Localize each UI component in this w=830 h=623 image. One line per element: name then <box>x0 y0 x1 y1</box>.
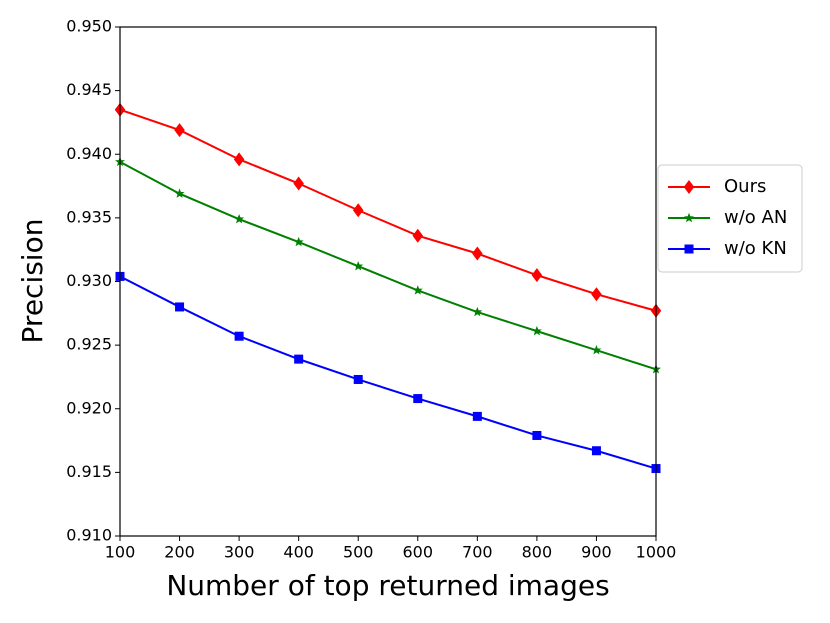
y-tick-label: 0.930 <box>66 271 112 290</box>
x-tick-label: 500 <box>343 543 374 562</box>
x-tick-label: 400 <box>283 543 314 562</box>
x-tick-label: 600 <box>403 543 434 562</box>
x-tick-label: 700 <box>462 543 493 562</box>
legend-marker <box>683 180 695 194</box>
y-axis-label: Precision <box>16 219 49 344</box>
series-line <box>119 275 657 470</box>
legend-label: w/o KN <box>724 238 787 259</box>
marker <box>532 430 542 440</box>
x-axis-label: Number of top returned images <box>166 569 609 602</box>
marker <box>174 188 185 198</box>
y-tick-label: 0.945 <box>66 80 112 99</box>
marker <box>353 261 364 271</box>
marker <box>412 285 423 295</box>
marker <box>591 287 602 302</box>
marker <box>233 152 245 167</box>
marker <box>353 374 363 384</box>
legend-marker <box>684 244 694 254</box>
marker <box>531 268 543 283</box>
marker <box>591 345 602 355</box>
marker <box>234 331 244 341</box>
marker <box>591 446 601 456</box>
series-line <box>119 161 657 371</box>
marker <box>293 176 304 191</box>
x-tick-label: 800 <box>522 543 553 562</box>
legend-marker <box>684 212 694 223</box>
legend-label: Ours <box>724 176 766 197</box>
y-tick-label: 0.925 <box>66 335 112 354</box>
marker <box>472 411 482 421</box>
marker <box>412 228 424 243</box>
y-tick-label: 0.950 <box>66 17 112 36</box>
marker <box>472 246 483 261</box>
marker <box>175 302 185 312</box>
marker <box>234 213 245 224</box>
marker <box>294 354 304 364</box>
marker <box>531 325 542 336</box>
legend-box <box>657 164 803 273</box>
legend-label: w/o AN <box>724 207 787 228</box>
marker <box>174 123 185 138</box>
marker <box>293 236 304 247</box>
x-tick-label: 100 <box>105 543 136 562</box>
x-tick-label: 200 <box>164 543 195 562</box>
marker <box>472 306 483 317</box>
plot-frame <box>119 26 657 537</box>
series-line <box>119 108 657 312</box>
x-tick-label: 1000 <box>636 543 677 562</box>
x-tick-label: 300 <box>224 543 255 562</box>
marker <box>352 203 364 218</box>
y-tick-label: 0.915 <box>66 462 112 481</box>
y-tick-label: 0.940 <box>66 144 112 163</box>
y-tick-label: 0.935 <box>66 207 112 226</box>
y-tick-label: 0.920 <box>66 398 112 417</box>
y-tick-label: 0.910 <box>66 526 112 545</box>
marker <box>413 394 423 404</box>
x-tick-label: 900 <box>581 543 612 562</box>
